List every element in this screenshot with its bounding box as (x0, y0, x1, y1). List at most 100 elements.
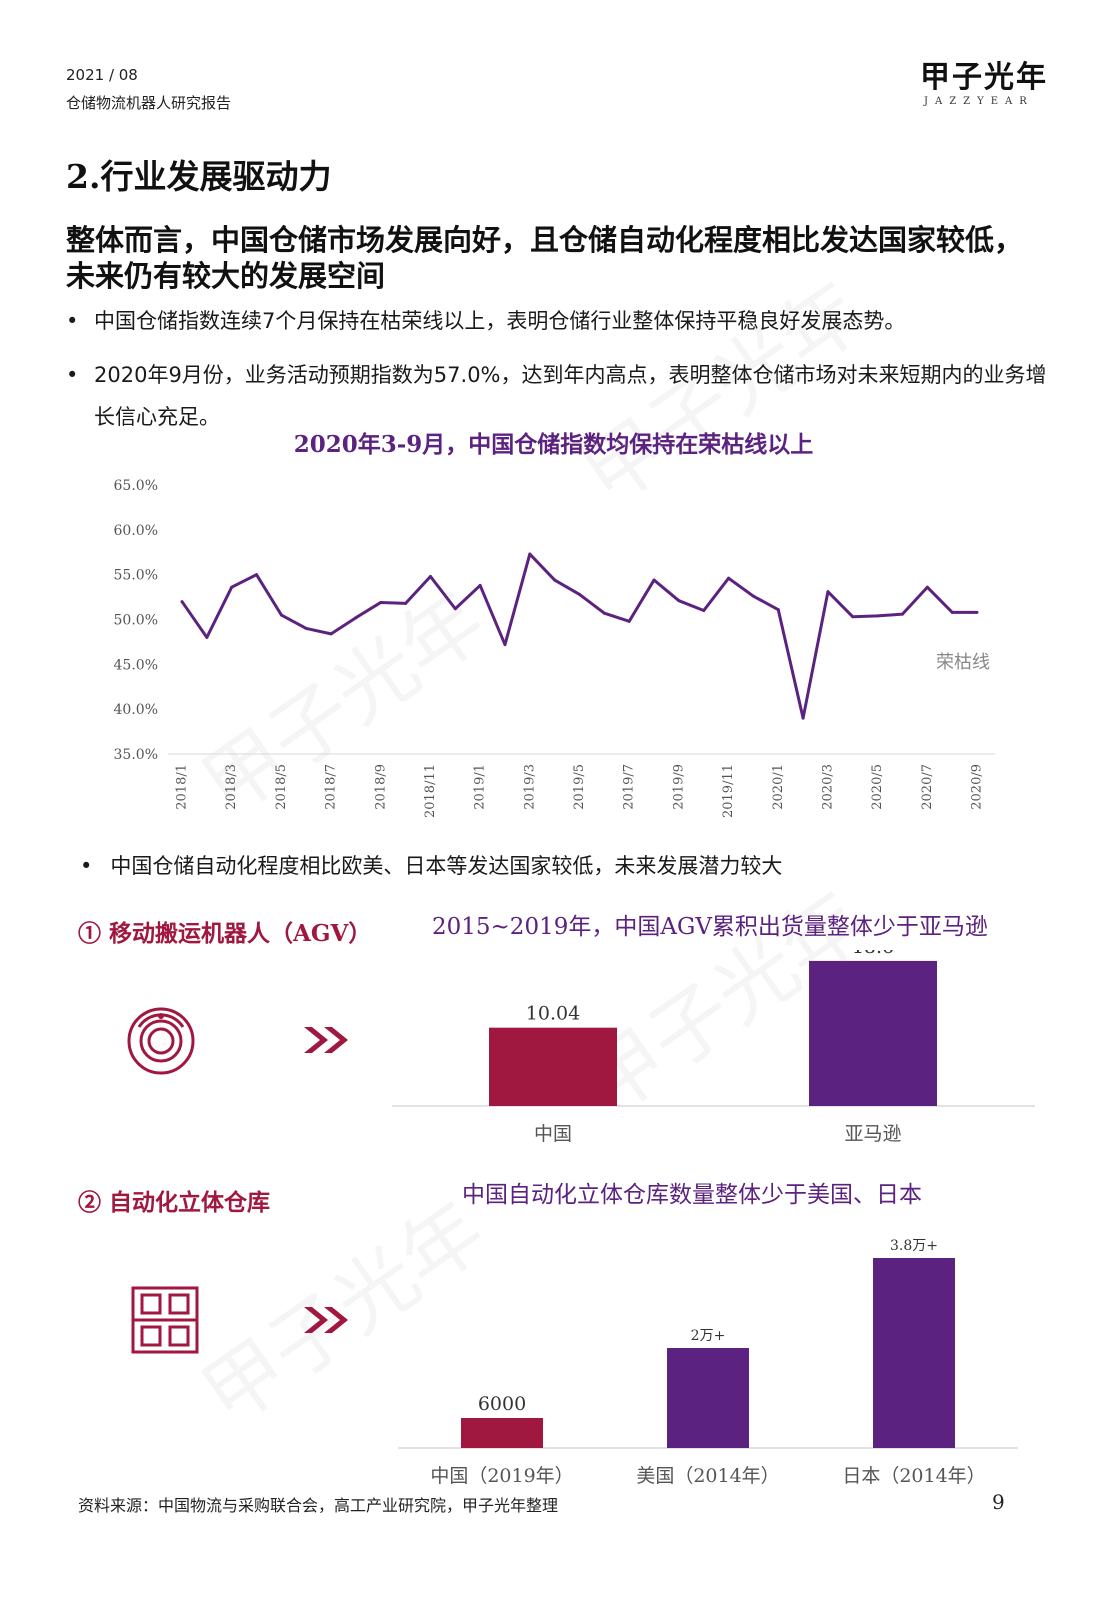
data-label: 18.6 (852, 950, 894, 958)
data-point (528, 552, 532, 556)
report-title: 仓储物流机器人研究报告 (66, 94, 232, 112)
bar (461, 1418, 543, 1448)
x-tick-label: 2018/3 (224, 764, 239, 810)
data-point (478, 583, 482, 587)
double-chevron-icon (302, 1025, 350, 1059)
prosperity-line-annotation: 荣枯线 (936, 652, 990, 673)
data-point (627, 619, 631, 623)
y-tick-label: 50.0% (114, 613, 158, 629)
x-tick-label: 2019/11 (721, 764, 736, 818)
x-tick-label: 2019/9 (671, 764, 686, 810)
data-point (677, 599, 681, 603)
x-tick-label: 2018/9 (373, 764, 388, 810)
warehouse-chart-title: 中国自动化立体仓库数量整体少于美国、日本 (462, 1182, 922, 1208)
brand-logo: 甲子光年 JAZZYEAR (838, 40, 1048, 130)
data-point (304, 626, 308, 630)
section-title: 2.行业发展驱动力 (66, 157, 332, 196)
data-point (578, 592, 581, 596)
x-tick-label: 2019/7 (622, 764, 637, 810)
data-point (180, 600, 184, 604)
x-tick-label: 2019/1 (473, 764, 488, 810)
data-point (900, 612, 904, 616)
data-point (801, 716, 805, 720)
warehouse-bar-chart: 6000 中国（2019年） 2万+ 美国（2014年） 3.8万+ 日本（2014年） (398, 1238, 1018, 1487)
agv-section-label: ① 移动搬运机器人（AGV） (78, 920, 372, 947)
category-label: 亚马逊 (844, 1123, 901, 1145)
x-tick-label: 2020/1 (771, 764, 786, 810)
data-point (602, 611, 606, 615)
double-chevron-icon (302, 1305, 350, 1339)
data-point (453, 607, 457, 611)
data-point (727, 576, 731, 580)
category-label: 美国（2014年） (636, 1465, 779, 1487)
y-tick-label: 45.0% (114, 657, 158, 673)
y-tick-label: 60.0% (114, 523, 158, 539)
headline: 整体而言，中国仓储市场发展向好，且仓储自动化程度相比发达国家较低，未来仍有较大的… (66, 223, 1024, 293)
data-point (876, 614, 880, 618)
y-tick-label: 35.0% (114, 747, 158, 763)
data-point (428, 574, 432, 578)
bar (873, 1258, 955, 1448)
bar (489, 1027, 617, 1106)
bar (667, 1348, 749, 1448)
data-label: 2万+ (691, 1328, 726, 1344)
automation-bullet: 中国仓储自动化程度相比欧美、日本等发达国家较低，未来发展潜力较大 (80, 850, 782, 880)
x-tick-label: 2019/3 (522, 764, 537, 810)
data-point (354, 616, 358, 620)
data-point (975, 610, 979, 614)
agv-bar-chart: 10.04 中国 18.6 亚马逊 (392, 950, 1035, 1145)
warehouse-section-label: ② 自动化立体仓库 (78, 1189, 271, 1216)
data-point (553, 578, 557, 582)
x-tick-label: 2018/7 (324, 764, 339, 810)
data-point (379, 600, 383, 604)
data-point (205, 635, 209, 639)
data-label: 3.8万+ (890, 1238, 938, 1254)
data-point (255, 573, 259, 577)
page-number: 9 (992, 1490, 1005, 1514)
x-tick-label: 2018/5 (274, 764, 289, 810)
bullet-list: 中国仓储指数连续7个月保持在枯荣线以上，表明仓储行业整体保持平稳良好发展态势。 … (66, 300, 1056, 450)
x-tick-label: 2018/11 (423, 764, 438, 818)
x-tick-label: 2020/3 (820, 764, 835, 810)
series-line (180, 552, 977, 720)
warehouse-index-line-chart: 65.0% 60.0% 55.0% 50.0% 45.0% 40.0% 35.0% 2018/… (114, 478, 995, 818)
agv-chart-title: 2015~2019年，中国AGV累积出货量整体少于亚马逊 (432, 914, 988, 940)
data-point (851, 615, 855, 619)
x-tick-label: 2020/7 (920, 764, 935, 810)
data-point (404, 601, 408, 605)
data-point (279, 613, 283, 617)
bar (809, 960, 937, 1106)
logo-text-en: JAZZYEAR (924, 96, 1034, 107)
data-point (826, 590, 830, 594)
data-point (751, 594, 755, 598)
data-point (652, 578, 656, 582)
x-tick-label: 2020/9 (970, 764, 985, 810)
report-date: 2021 / 08 (66, 66, 138, 84)
data-point (329, 632, 333, 636)
bullet-item: 2020年9月份，业务活动预期指数为57.0%，达到年内高点，表明整体仓储市场对… (66, 354, 1056, 438)
source-note: 资料来源：中国物流与采购联合会，高工产业研究院，甲子光年整理 (78, 1496, 559, 1515)
x-tick-label: 2018/1 (175, 764, 190, 810)
data-label: 10.04 (526, 1003, 580, 1025)
logo-text-cn: 甲子光年 (920, 60, 1048, 95)
y-tick-label: 65.0% (114, 478, 158, 494)
y-tick-label: 40.0% (114, 702, 158, 718)
logo-bars-icon (843, 46, 890, 126)
y-tick-label: 55.0% (114, 568, 158, 584)
category-label: 中国 (534, 1123, 572, 1145)
data-point (925, 585, 929, 589)
agv-robot-icon (125, 1005, 197, 1081)
data-point (702, 609, 706, 613)
category-label: 中国（2019年） (430, 1465, 573, 1487)
category-label: 日本（2014年） (842, 1465, 985, 1487)
data-point (230, 585, 234, 589)
data-point (503, 643, 507, 647)
data-label: 6000 (478, 1393, 526, 1415)
line-chart-title: 2020年3-9月，中国仓储指数均保持在荣枯线以上 (293, 431, 814, 458)
shelf-warehouse-icon (130, 1285, 200, 1359)
data-point (776, 608, 780, 612)
x-tick-label: 2020/5 (870, 764, 885, 810)
data-point (950, 610, 954, 614)
bullet-item: 中国仓储指数连续7个月保持在枯荣线以上，表明仓储行业整体保持平稳良好发展态势。 (66, 300, 1056, 342)
x-tick-label: 2019/5 (572, 764, 587, 810)
